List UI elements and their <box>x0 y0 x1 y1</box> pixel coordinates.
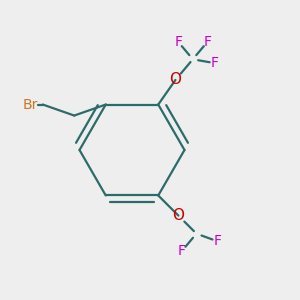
Text: O: O <box>172 208 184 223</box>
Text: F: F <box>211 56 219 70</box>
Text: F: F <box>178 244 186 258</box>
Text: Br: Br <box>22 98 38 112</box>
Text: F: F <box>214 234 222 248</box>
Text: O: O <box>169 73 181 88</box>
Text: F: F <box>203 35 211 49</box>
Text: F: F <box>174 35 182 49</box>
